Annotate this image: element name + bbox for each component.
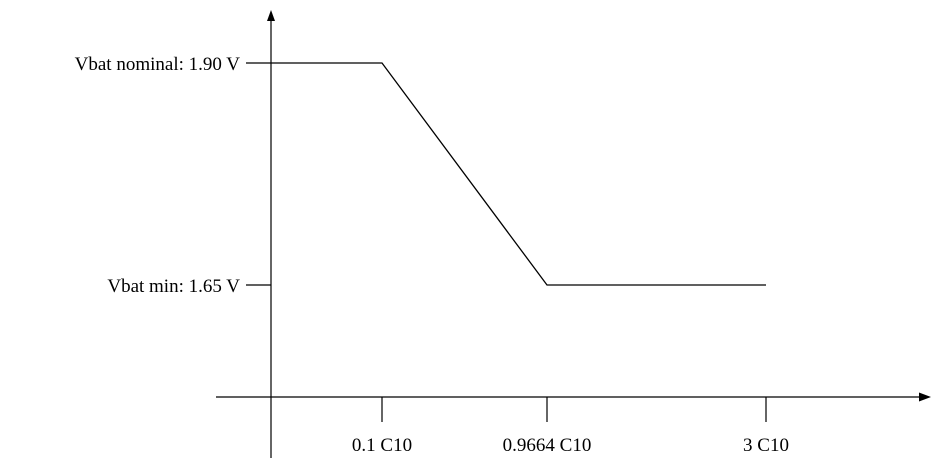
x-axis-arrow <box>919 392 931 402</box>
x-tick-label-0-1-c10: 0.1 C10 <box>352 435 412 456</box>
x-tick-label-3-c10: 3 C10 <box>743 435 789 456</box>
y-tick-label-vbat-min: Vbat min: 1.65 V <box>107 276 240 297</box>
plot-area: Vbat nominal: 1.90 V Vbat min: 1.65 V 0.… <box>75 10 931 458</box>
y-axis-arrow <box>267 10 275 21</box>
x-tick-label-0-9664-c10: 0.9664 C10 <box>503 435 592 456</box>
series-line <box>271 62 766 286</box>
y-tick-label-vbat-nominal: Vbat nominal: 1.90 V <box>75 54 241 75</box>
